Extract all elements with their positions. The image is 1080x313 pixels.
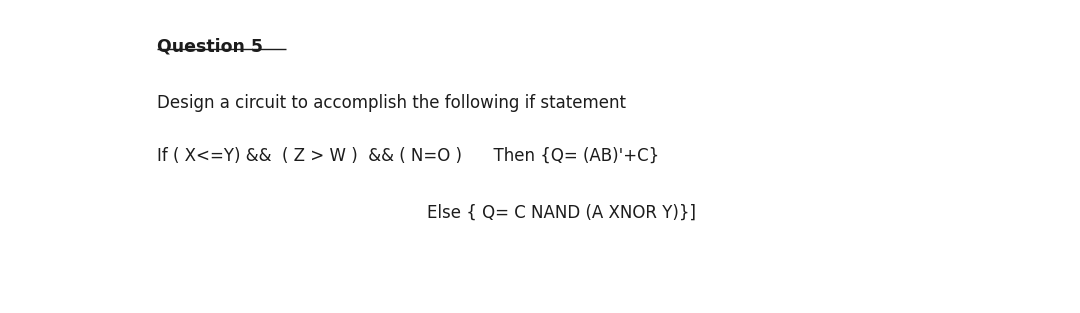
Text: Else { Q= C NAND (A XNOR Y)}]: Else { Q= C NAND (A XNOR Y)}] — [427, 203, 696, 222]
Text: Question 5: Question 5 — [157, 38, 262, 56]
Text: If ( X<=Y) &&  ( Z > W )  && ( N=O )      Then {Q= (AB)'+C}: If ( X<=Y) && ( Z > W ) && ( N=O ) Then … — [157, 147, 659, 165]
Text: Design a circuit to accomplish the following if statement: Design a circuit to accomplish the follo… — [157, 94, 625, 112]
